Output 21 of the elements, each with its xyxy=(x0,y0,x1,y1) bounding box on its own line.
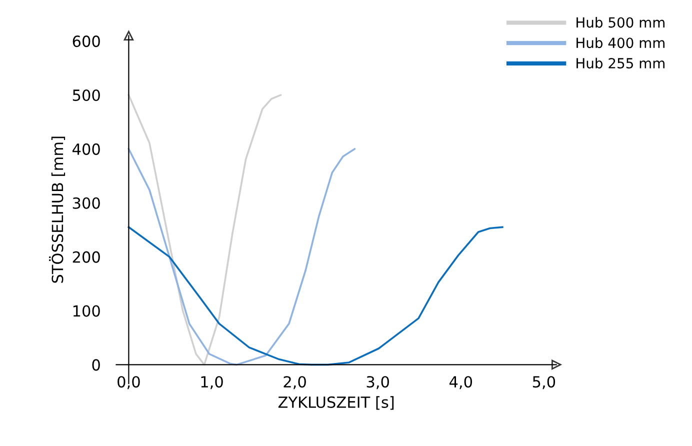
legend-label: Hub 500 mm xyxy=(576,16,664,28)
x-tick-label: 3,0 xyxy=(366,376,389,390)
x-axis-title: ZYKLUSZEIT [s] xyxy=(278,396,394,410)
line-series xyxy=(128,148,356,366)
y-tick-label: 300 xyxy=(72,197,100,209)
line-series xyxy=(128,226,504,366)
legend-label: Hub 255 mm xyxy=(576,58,664,68)
x-tick-label: 4,0 xyxy=(449,376,472,390)
x-tick-label: 2,0 xyxy=(284,376,306,390)
legend-label: Hub 400 mm xyxy=(576,37,664,48)
y-tick-label: 600 xyxy=(72,36,100,48)
x-tick-label: 1,0 xyxy=(201,376,223,390)
y-tick-label: 200 xyxy=(72,251,100,263)
y-tick-label: 100 xyxy=(73,305,100,317)
y-axis-title: STÖSSELHUB [mm] xyxy=(49,136,66,283)
line-series xyxy=(128,94,282,366)
x-tick-label: 0,0 xyxy=(118,376,140,390)
y-tick-label: 500 xyxy=(72,89,100,102)
y-tick-label: 400 xyxy=(72,143,100,155)
y-tick-label: 0 xyxy=(92,359,100,371)
x-tick-label: 5,0 xyxy=(532,376,556,390)
